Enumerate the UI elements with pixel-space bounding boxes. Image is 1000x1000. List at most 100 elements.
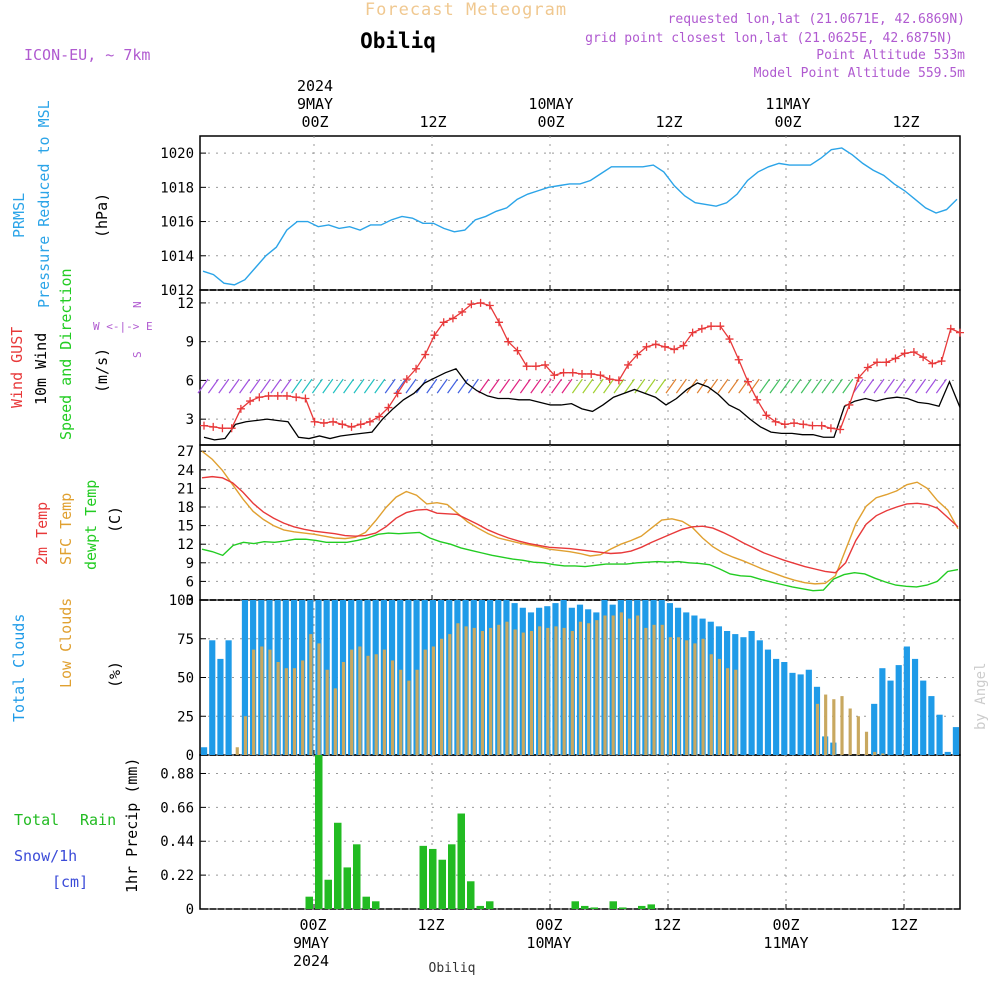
label-speed-direction: Speed and Direction — [57, 268, 75, 440]
low-cloud-bar — [235, 747, 239, 755]
wind-direction-barb — [270, 378, 282, 394]
low-cloud-bar — [546, 627, 550, 755]
bottom-tick-2: 00Z — [535, 916, 562, 934]
dewpt-line — [201, 531, 959, 592]
gust-marker — [356, 420, 365, 429]
low-cloud-bar — [382, 649, 386, 755]
model-label: ICON-EU, ~ 7km — [24, 46, 150, 64]
label-rain: Rain — [80, 811, 116, 829]
gust-marker — [227, 424, 236, 433]
low-cloud-bar — [407, 680, 411, 755]
wind-tick-label: 9 — [186, 335, 194, 351]
low-cloud-bar — [840, 696, 844, 755]
gust-marker — [347, 422, 356, 431]
wind-direction-barb — [207, 378, 219, 394]
low-cloud-bar — [399, 669, 403, 755]
top-tick-1: 12Z — [419, 113, 446, 131]
wind-direction-barb — [935, 378, 947, 394]
low-cloud-bar — [611, 615, 615, 755]
total-cloud-bar — [756, 640, 763, 755]
label-total: Total — [14, 811, 59, 829]
precip-tick-label: 0.88 — [160, 766, 194, 782]
label-low-clouds: Low Clouds — [57, 598, 75, 688]
wind-direction-barb — [551, 378, 563, 394]
low-cloud-bar — [668, 637, 672, 755]
low-cloud-bar — [627, 618, 632, 755]
gust-marker — [282, 391, 291, 400]
low-cloud-bar — [856, 716, 860, 755]
rain-bar — [619, 907, 627, 909]
gust-marker — [458, 307, 467, 316]
bottom-time-axis: 00Z 12Z 00Z 12Z 00Z 12Z 9MAY 10MAY 11MAY… — [293, 916, 918, 976]
wind-direction-barb — [447, 378, 459, 394]
total-cloud-bar — [773, 658, 780, 755]
temp-tick-label: 18 — [177, 500, 194, 516]
wind-direction-barb — [582, 378, 594, 394]
low-cloud-bar — [513, 629, 517, 755]
wind-direction-barb — [883, 378, 895, 394]
gust-marker — [476, 298, 485, 307]
credit-watermark: by Angel — [973, 663, 989, 730]
wind-direction-barb — [301, 378, 313, 394]
bottom-tick-5: 12Z — [890, 916, 917, 934]
clouds-tick-label: 100 — [169, 593, 194, 609]
gust-marker — [633, 350, 642, 359]
gust-marker — [587, 369, 596, 378]
total-cloud-bar — [209, 640, 216, 755]
low-cloud-bar — [358, 646, 362, 755]
top-date-9may: 9MAY — [297, 95, 333, 113]
wind-direction-barb — [675, 378, 687, 394]
gust-marker — [559, 368, 568, 377]
gust-marker — [402, 375, 411, 384]
low-cloud-bar — [480, 631, 485, 755]
low-cloud-bar — [685, 640, 689, 755]
low-cloud-bar — [815, 703, 820, 755]
pressure-tick-label: 1018 — [160, 180, 194, 196]
low-cloud-bar — [644, 627, 648, 755]
bottom-tick-3: 12Z — [653, 916, 680, 934]
gust-marker — [891, 354, 900, 363]
gust-marker — [743, 377, 752, 386]
low-cloud-bar — [333, 688, 337, 755]
temp-tick-label: 24 — [177, 463, 194, 479]
wind-direction-barb — [811, 378, 823, 394]
low-cloud-bar — [366, 655, 370, 755]
wind-direction-barb — [842, 378, 854, 394]
gust-marker — [762, 411, 771, 420]
wind-direction-barb — [644, 378, 656, 394]
gust-marker — [578, 369, 586, 378]
rain-bar — [315, 755, 323, 909]
wind-direction-barb — [894, 378, 906, 394]
gust-marker — [956, 328, 964, 337]
gust-marker — [799, 420, 808, 429]
label-ms: (m/s) — [93, 348, 111, 393]
label-snow: Snow/1h — [14, 847, 77, 865]
wind-direction-barb — [571, 378, 583, 394]
rain-bar — [324, 879, 332, 909]
bottom-date-9may: 9MAY — [293, 934, 329, 952]
gust-marker — [448, 314, 457, 323]
total-cloud-bar — [911, 658, 919, 755]
low-cloud-bar — [390, 660, 395, 755]
wind-direction-barb — [509, 378, 521, 394]
compass-n: N — [131, 301, 144, 308]
pressure-tick-label: 1012 — [160, 283, 194, 299]
clouds-tick-label: 0 — [186, 748, 194, 764]
gust-marker — [688, 328, 697, 337]
wind-direction-barb — [228, 378, 240, 394]
gust-marker — [310, 417, 319, 426]
low-cloud-bar — [472, 627, 476, 755]
temp-tick-label: 27 — [177, 444, 194, 460]
wind-tick-label: 6 — [186, 373, 194, 389]
gust-marker — [541, 360, 550, 369]
gust-marker — [614, 376, 623, 385]
wind-direction-barb — [363, 378, 375, 394]
total-cloud-bar — [920, 680, 927, 755]
wind-direction-barb — [353, 378, 365, 394]
gust-marker — [338, 420, 347, 429]
label-prmsl: PRMSL — [10, 193, 28, 238]
gust-marker — [605, 375, 614, 384]
gust-marker — [836, 425, 845, 434]
gust-marker — [937, 357, 946, 366]
total-cloud-bar — [331, 600, 338, 755]
